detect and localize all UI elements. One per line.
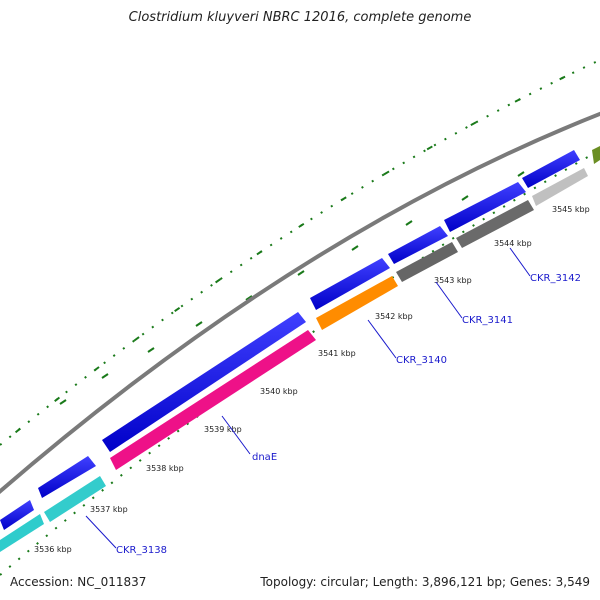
gene-arrow[interactable] <box>522 150 580 188</box>
gene-label-CKR_3141[interactable]: CKR_3141 <box>462 315 513 326</box>
tick-label: 3536 kbp <box>34 545 72 554</box>
gene-arrow[interactable] <box>310 258 390 310</box>
gene-arrow[interactable] <box>388 226 448 264</box>
genome-title: Clostridium kluyveri NBRC 12016, complet… <box>128 10 472 25</box>
gene-label-dnaE[interactable]: dnaE <box>252 452 277 463</box>
outer-major-ticks <box>59 171 525 405</box>
tick-label: 3537 kbp <box>90 505 128 514</box>
tick-label: 3545 kbp <box>552 205 590 214</box>
gene-CKR_3142[interactable] <box>456 200 534 248</box>
gene-name-labels: CKR_3138 dnaE CKR_3140 CKR_3141 CKR_3142 <box>116 273 581 556</box>
gene-label-CKR_3140[interactable]: CKR_3140 <box>396 355 447 366</box>
gene-CKR_3138[interactable] <box>44 476 106 522</box>
tick-label: 3544 kbp <box>494 239 532 248</box>
tick-label: 3543 kbp <box>434 276 472 285</box>
kbp-tick-labels: 3536 kbp 3537 kbp 3538 kbp 3539 kbp 3540… <box>34 205 590 554</box>
tick-label: 3541 kbp <box>318 349 356 358</box>
gene-label-CKR_3138[interactable]: CKR_3138 <box>116 545 167 556</box>
gene-CKR_3141[interactable] <box>396 242 458 282</box>
gene-label-leaders <box>85 247 531 549</box>
genome-summary-text: Topology: circular; Length: 3,896,121 bp… <box>260 575 590 589</box>
tick-label: 3542 kbp <box>375 312 413 321</box>
gene-dnaE[interactable] <box>110 330 316 470</box>
tick-label: 3540 kbp <box>260 387 298 396</box>
gene-arrow[interactable] <box>0 500 34 530</box>
inner-tick-ring <box>0 149 600 576</box>
forward-strand-genes <box>0 150 580 530</box>
outer-tick-ring <box>0 59 600 446</box>
gene-CKR_3140[interactable] <box>316 276 398 330</box>
genome-backbone <box>0 111 600 495</box>
gene-arrow[interactable] <box>38 456 96 498</box>
accession-text: Accession: NC_011837 <box>10 575 147 589</box>
gene-light-grey[interactable] <box>532 168 588 206</box>
tick-label: 3538 kbp <box>146 464 184 473</box>
gene-olive[interactable] <box>592 146 600 164</box>
gene-CKR_3138-part[interactable] <box>0 514 44 552</box>
tick-label: 3539 kbp <box>204 425 242 434</box>
gene-label-CKR_3142[interactable]: CKR_3142 <box>530 273 581 284</box>
gene-arrow[interactable] <box>444 182 526 232</box>
gene-arrow[interactable] <box>102 312 306 452</box>
reverse-strand-genes <box>0 146 600 552</box>
